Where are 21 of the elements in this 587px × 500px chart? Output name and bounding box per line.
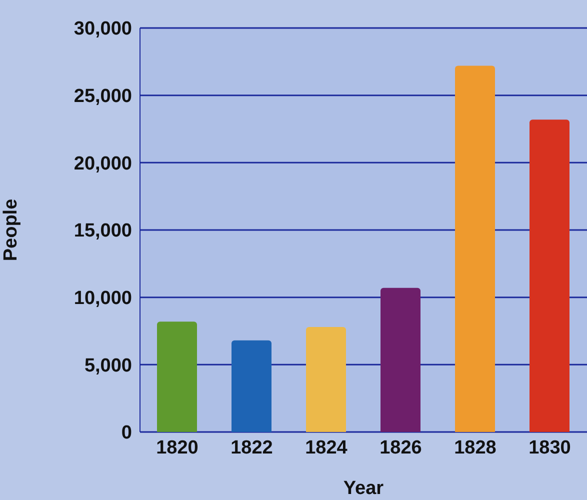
x-tick-label: 1828 — [454, 437, 496, 458]
y-tick-label: 30,000 — [74, 18, 132, 40]
x-tick-label: 1826 — [380, 437, 422, 458]
x-tick-label: 1822 — [230, 437, 273, 458]
y-tick-label: 5,000 — [84, 355, 132, 376]
bar — [380, 288, 420, 432]
x-tick-label: 1824 — [305, 437, 348, 458]
y-tick-label: 25,000 — [74, 86, 132, 108]
bar — [157, 322, 197, 432]
x-tick-label: 1830 — [528, 437, 571, 458]
bar — [530, 120, 570, 432]
x-tick-label: 1820 — [156, 437, 198, 458]
y-tick-label: 15,000 — [74, 220, 132, 242]
y-tick-label: 20,000 — [74, 153, 132, 174]
bar — [306, 326, 346, 432]
y-axis-title: People — [0, 198, 22, 262]
bar — [232, 340, 272, 432]
bar — [455, 66, 495, 432]
y-tick-label: 10,000 — [74, 288, 132, 310]
x-axis-title: Year — [343, 478, 384, 499]
y-tick-label: 0 — [121, 422, 132, 444]
